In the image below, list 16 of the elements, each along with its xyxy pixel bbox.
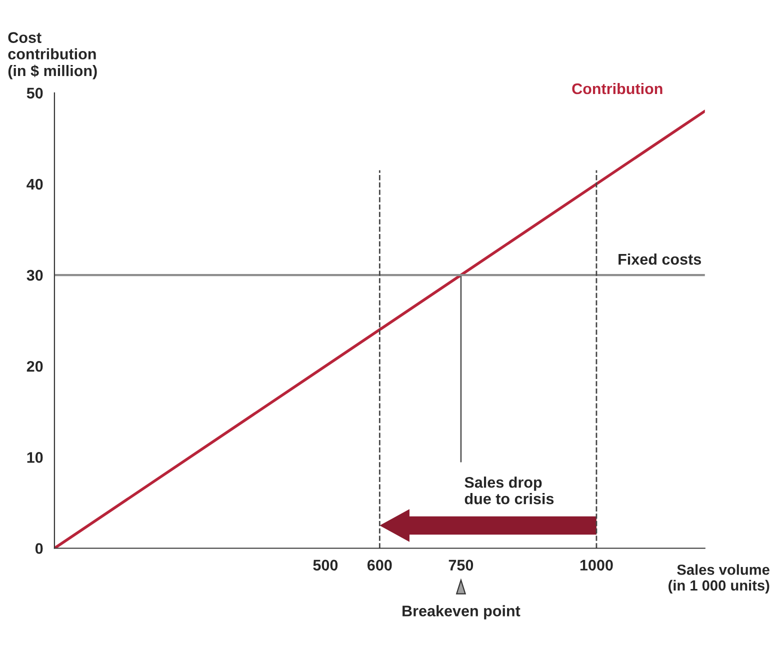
y-tick-label: 10 <box>27 452 43 463</box>
y-tick-label: 30 <box>26 270 43 281</box>
y-tick-label: 50 <box>26 88 43 99</box>
x-tick-label: 600 <box>367 560 392 571</box>
x-tick-label: 1000 <box>580 560 613 571</box>
text: Breakeven point <box>402 605 520 620</box>
text: Contribution <box>572 82 662 94</box>
x-axis-title: Sales volume (in 1 000 units) <box>668 564 770 594</box>
ref-line-label: Fixed costs <box>618 254 701 265</box>
x-tick-label: 750 <box>448 560 474 571</box>
y-tick-label: 40 <box>26 178 43 190</box>
annotation: Sales drop due to crisis <box>464 476 554 504</box>
y-tick-label: 0 <box>35 543 43 554</box>
y-axis-title: Cost contribution (in $ million) <box>8 32 97 80</box>
x-tick-label: 500 <box>313 560 338 571</box>
y-tick-label: 20 <box>26 360 43 372</box>
